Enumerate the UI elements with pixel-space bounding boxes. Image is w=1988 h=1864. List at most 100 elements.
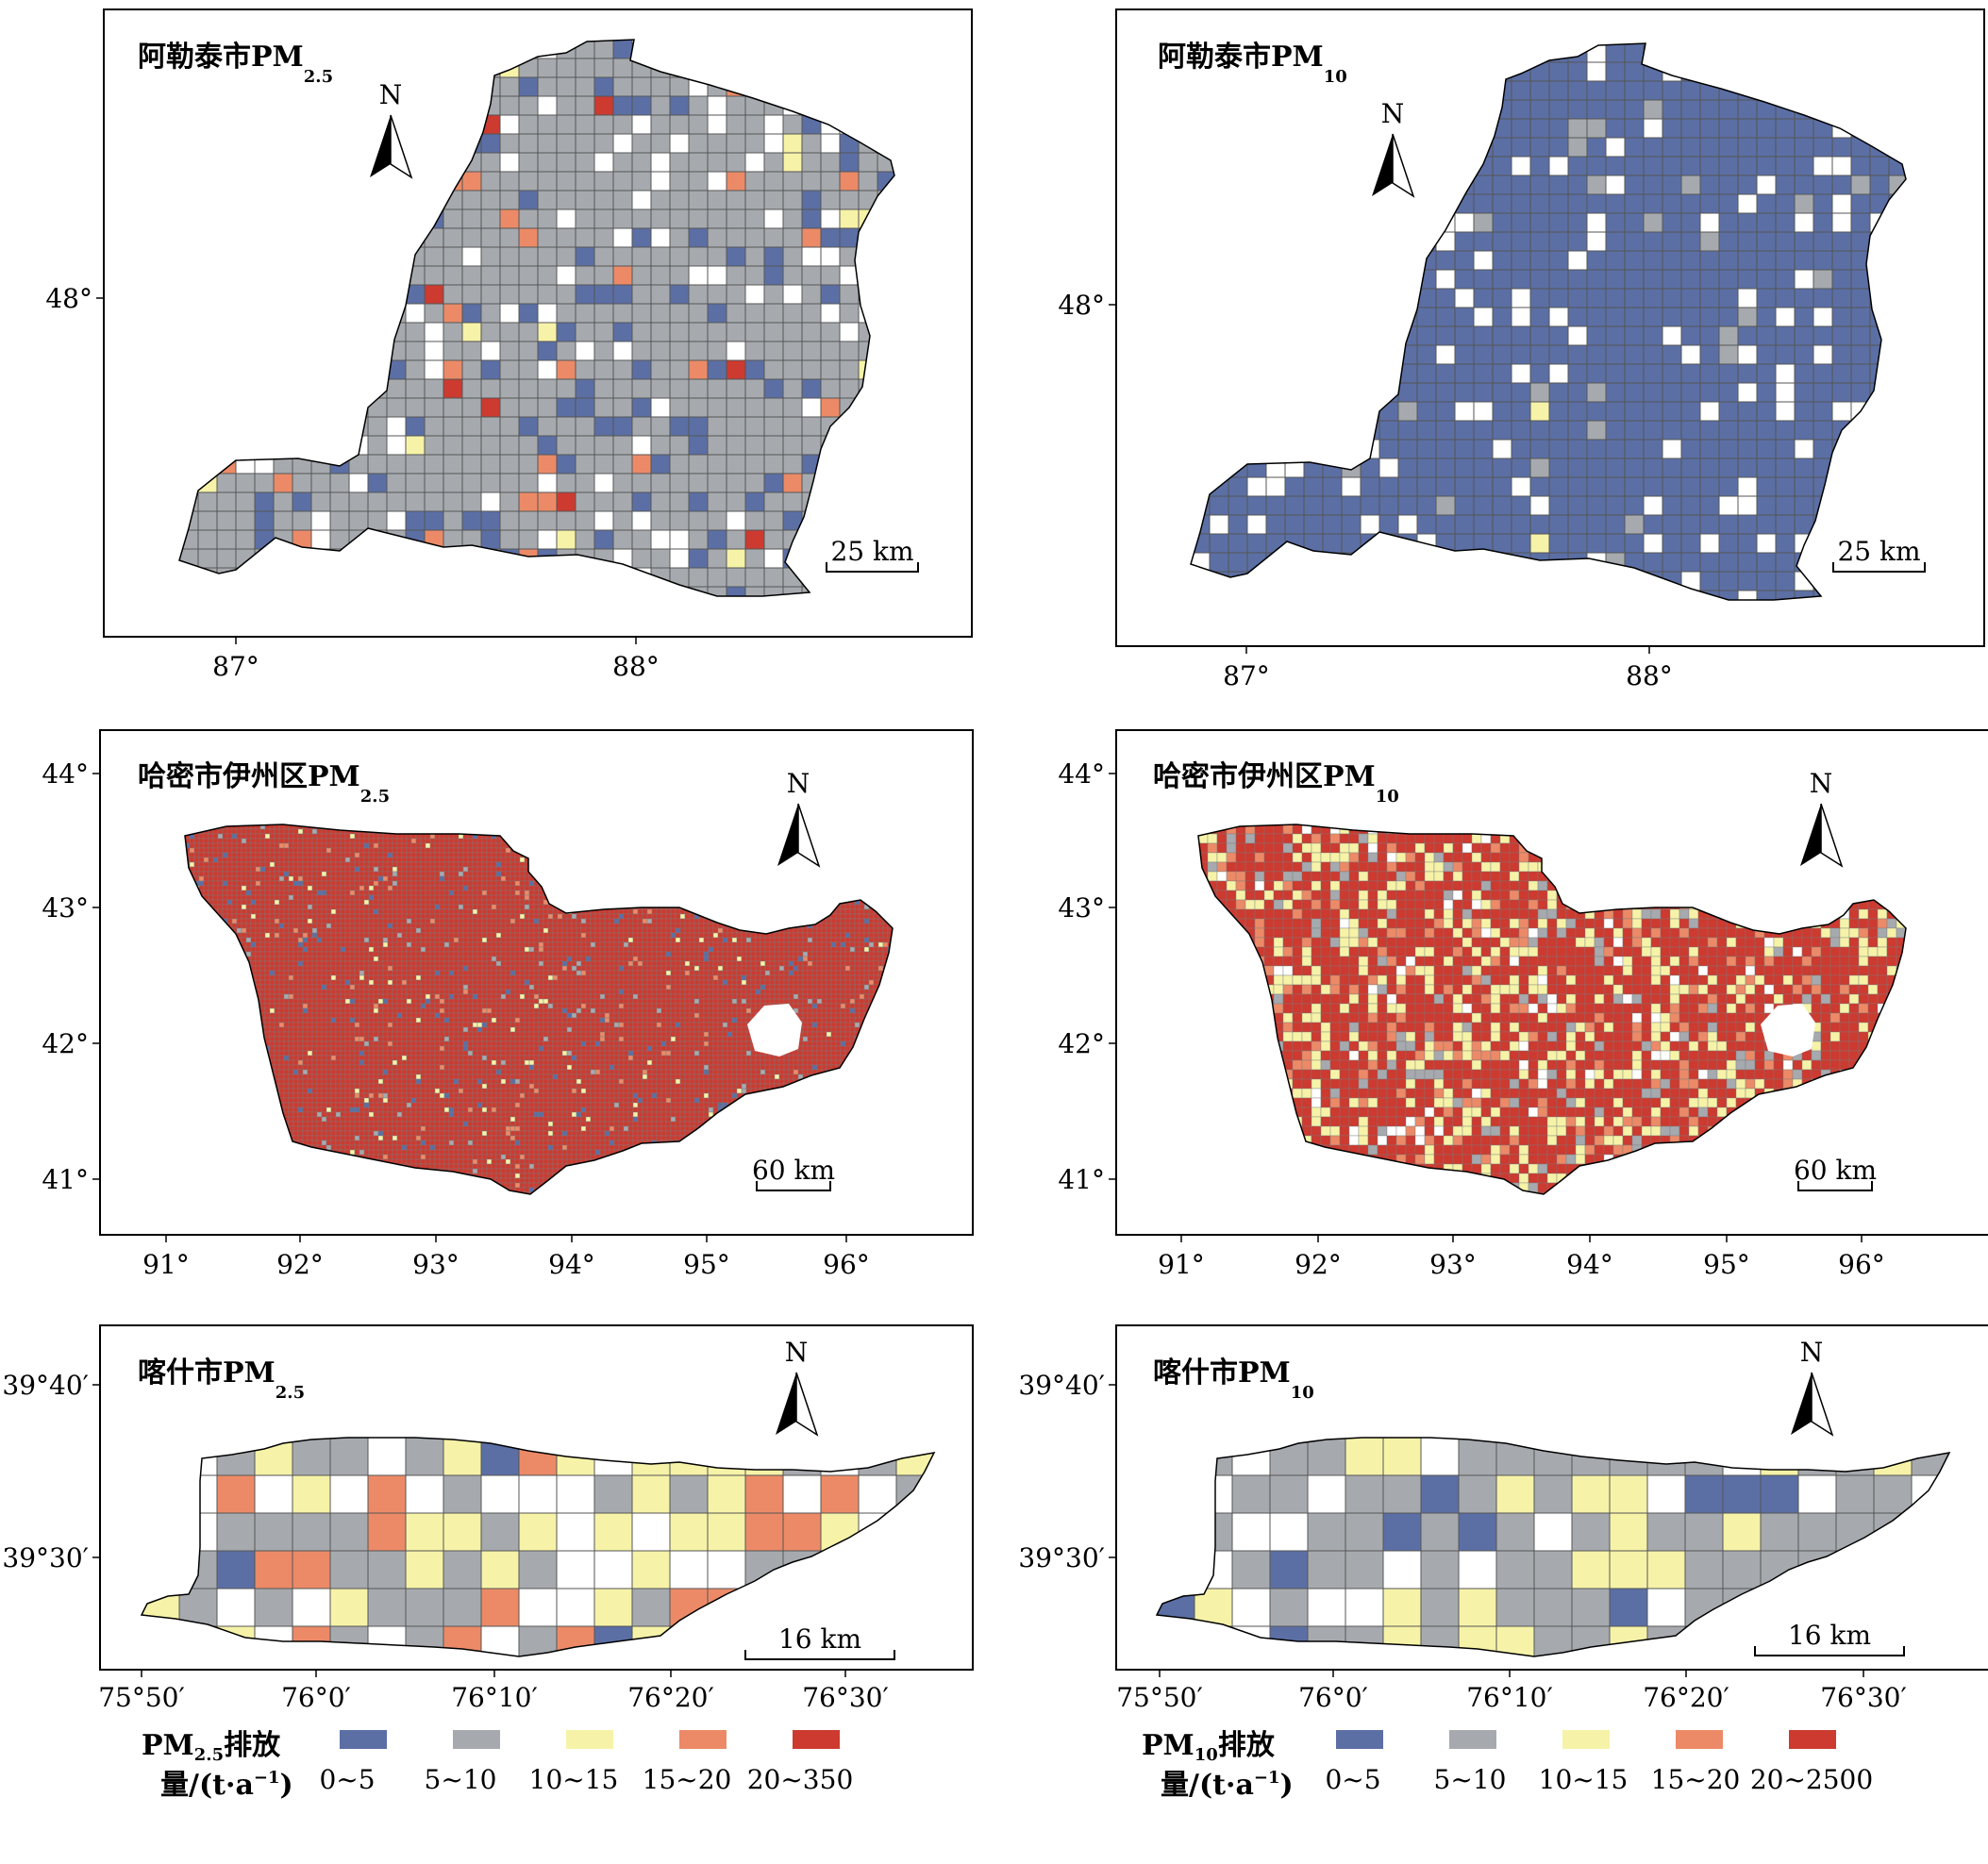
grid-cell (760, 852, 766, 858)
grid-cell (335, 894, 342, 901)
grid-cell (1435, 80, 1456, 101)
grid-cell (1435, 476, 1456, 497)
grid-cell (396, 880, 403, 887)
grid-cell (707, 491, 727, 512)
grid-cell (1756, 137, 1777, 158)
grid-cell (782, 454, 803, 474)
grid-cell (722, 852, 728, 858)
grid-cell (373, 833, 379, 840)
grid-cell (480, 208, 501, 229)
grid-cell (760, 885, 766, 891)
grid-cell (844, 871, 851, 877)
grid-cell (840, 857, 846, 863)
grid-cell (1511, 344, 1531, 365)
grid-cell (1284, 363, 1305, 384)
grid-cell (669, 378, 690, 399)
grid-cell (425, 880, 431, 887)
grid-cell (651, 833, 658, 840)
grid-cell (302, 847, 309, 854)
grid-cell (670, 875, 677, 882)
grid-cell (467, 880, 474, 887)
grid-cell (480, 265, 501, 286)
grid-cell (297, 885, 304, 891)
grid-cell (467, 885, 474, 891)
grid-cell (665, 894, 672, 901)
grid-cell (518, 454, 539, 474)
grid-cell (571, 890, 577, 896)
grid-cell (1775, 193, 1796, 214)
grid-cell (216, 435, 237, 456)
grid-cell (863, 890, 870, 896)
grid-cell (858, 190, 878, 210)
grid-cell (821, 890, 827, 896)
grid-cell (344, 885, 351, 891)
grid-cell (453, 824, 459, 830)
grid-cell (1567, 458, 1588, 478)
grid-cell (1473, 212, 1494, 233)
grid-cell (434, 885, 441, 891)
grid-cell (744, 152, 765, 173)
grid-cell (632, 842, 639, 849)
grid-cell (873, 875, 879, 882)
grid-cell (1473, 156, 1494, 176)
grid-cell (1511, 401, 1531, 422)
grid-cell (217, 885, 224, 891)
grid-cell (1246, 458, 1267, 478)
grid-cell (612, 322, 633, 342)
grid-cell (288, 828, 294, 835)
grid-cell (1680, 156, 1701, 176)
grid-cell (273, 152, 293, 173)
grid-cell (453, 861, 459, 868)
grid-cell (1718, 288, 1739, 308)
grid-cell (458, 880, 464, 887)
grid-cell (198, 852, 205, 858)
grid-cell (1397, 590, 1418, 600)
grid-cell (505, 824, 511, 830)
grid-cell (1341, 401, 1362, 422)
grid-cell (212, 847, 219, 854)
grid-cell (1228, 269, 1248, 290)
grid-cell (500, 842, 507, 849)
grid-cell (552, 871, 559, 877)
grid-cell (288, 838, 294, 844)
grid-cell (722, 885, 728, 891)
grid-cell (1322, 250, 1343, 271)
grid-cell (1699, 344, 1720, 365)
grid-cell (236, 838, 242, 844)
grid-cell (514, 838, 521, 844)
grid-cell (1831, 156, 1852, 176)
grid-cell (434, 894, 441, 901)
grid-cell (283, 838, 290, 844)
grid-cell (703, 866, 710, 873)
grid-cell (216, 133, 237, 154)
grid-cell (1529, 212, 1550, 233)
grid-cell (802, 875, 809, 882)
grid-cell (650, 133, 671, 154)
grid-cell (637, 838, 643, 844)
grid-cell (689, 871, 695, 877)
grid-cell (669, 76, 690, 97)
grid-cell (665, 885, 672, 891)
grid-cell (703, 824, 710, 830)
grid-cell (1191, 533, 1211, 554)
grid-cell (1416, 571, 1437, 591)
grid-cell (297, 842, 304, 849)
grid-cell (1246, 495, 1267, 516)
grid-cell (1246, 193, 1267, 214)
grid-cell (264, 833, 271, 840)
grid-cell (707, 265, 727, 286)
grid-cell (1624, 552, 1645, 573)
grid-cell (1775, 514, 1796, 535)
grid-cell (537, 529, 558, 550)
grid-cell (1869, 118, 1890, 139)
grid-cell (245, 885, 252, 891)
grid-cell (556, 529, 576, 550)
grid-cell (1662, 175, 1682, 195)
grid-cell (755, 894, 761, 901)
grid-cell (669, 586, 690, 596)
grid-cell (1265, 571, 1286, 591)
grid-cell (642, 833, 648, 840)
grid-cell (217, 861, 224, 868)
grid-cell (693, 842, 700, 849)
grid-cell (612, 114, 633, 135)
